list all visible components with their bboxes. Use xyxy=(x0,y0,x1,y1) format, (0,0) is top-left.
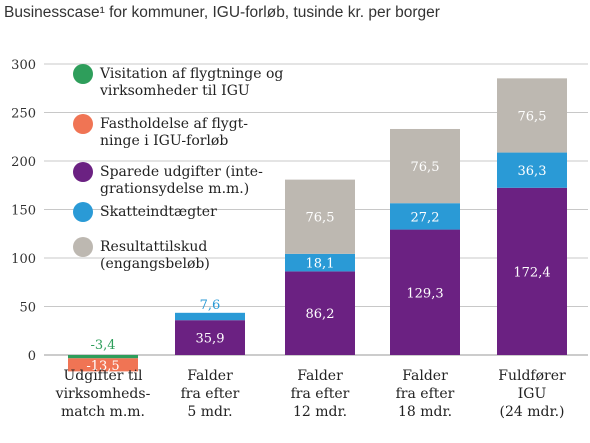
legend-entry: Skatteindtægter xyxy=(100,204,217,220)
data-label: 76,5 xyxy=(411,160,440,175)
data-label: 36,3 xyxy=(518,164,547,179)
bar-segment xyxy=(175,320,245,355)
data-label: 27,2 xyxy=(411,210,440,225)
x-tick-label: Falder fra efter 12 mdr. xyxy=(291,368,350,420)
legend-swatch xyxy=(73,114,93,134)
data-label: 172,4 xyxy=(513,265,550,280)
bar-segment xyxy=(175,312,245,321)
bar-segment xyxy=(497,187,567,355)
legend-entry: Sparede udgifter (inte-grationsydelse m.… xyxy=(100,164,263,197)
bar-segment xyxy=(68,355,138,359)
legend-entry-line: Sparede udgifter (inte- xyxy=(100,164,263,180)
legend-entry-line: grationsydelse m.m.) xyxy=(100,181,249,197)
bar-segment xyxy=(390,203,460,230)
legend-entry-line: ninge i IGU-forløb xyxy=(100,133,228,149)
x-tick-label-line: 12 mdr. xyxy=(293,404,347,420)
legend-entry: Visitation af flygtninge og virksomheder … xyxy=(99,66,283,99)
x-tick-label-line: Falder xyxy=(297,368,343,384)
legend-swatch xyxy=(73,202,93,222)
y-tick-label: 50 xyxy=(19,301,36,316)
bar-segment xyxy=(285,253,355,272)
bar-segment xyxy=(497,78,567,153)
legend-entry-line: Resultattilskud xyxy=(100,239,207,255)
legend-entry: Resultattilskud (engangsbeløb) xyxy=(100,239,210,272)
data-label: 35,9 xyxy=(196,332,225,347)
x-axis: Udgifter til virksomheds-match m.m. Falder… xyxy=(55,368,566,420)
x-tick-label-line: Falder xyxy=(187,368,233,384)
data-label: 7,6 xyxy=(200,298,221,313)
data-label: -13,5 xyxy=(86,359,119,374)
x-tick-label-line: (24 mdr.) xyxy=(499,404,564,420)
y-axis: 0 50 100 150 200 250 300 xyxy=(11,58,36,364)
x-tick-label: Falder fra efter 18 mdr. xyxy=(396,368,455,420)
data-label: 18,1 xyxy=(306,257,335,272)
y-tick-label: 250 xyxy=(11,107,36,122)
bar-segment xyxy=(285,271,355,355)
x-tick-label: Udgifter til virksomheds-match m.m. xyxy=(55,368,151,420)
data-label: 76,5 xyxy=(518,109,547,124)
y-tick-label: 200 xyxy=(11,155,36,170)
data-labels: -3,4 -13,5 35,9 7,6 86,2 18,1 76,5 129,3 27,2 76,… xyxy=(86,109,550,373)
legend-entry: Fastholdelse af flygt-ninge i IGU-forløb xyxy=(100,116,248,149)
data-label: 129,3 xyxy=(406,286,443,301)
bar-segment xyxy=(390,128,460,204)
legend-entry-line: Visitation af flygtninge og xyxy=(99,66,283,82)
chart-title: Businesscase¹ for kommuner, IGU-forløb, … xyxy=(4,4,440,21)
bars xyxy=(68,78,567,372)
x-tick-label-line: fra efter xyxy=(291,386,350,402)
x-tick-label-line: virksomheds- xyxy=(55,386,151,402)
y-tick-label: 150 xyxy=(11,204,36,219)
legend: Visitation af flygtninge og virksomheder … xyxy=(73,64,283,272)
x-tick-label-line: fra efter xyxy=(181,386,240,402)
x-tick-label: Falder fra efter 5 mdr. xyxy=(181,368,240,420)
data-label: 76,5 xyxy=(306,211,335,226)
x-tick-label-line: match m.m. xyxy=(61,404,145,420)
bar-segment xyxy=(285,179,355,254)
x-tick-label-line: IGU xyxy=(518,386,547,402)
x-tick-label-line: 18 mdr. xyxy=(398,404,452,420)
y-tick-label: 0 xyxy=(28,349,36,364)
legend-swatch xyxy=(73,237,93,257)
bar-segment xyxy=(390,229,460,355)
legend-entry-line: Skatteindtægter xyxy=(100,204,217,220)
x-tick-label-line: Fuldfører xyxy=(498,368,566,384)
x-tick-label-line: Udgifter til xyxy=(63,368,143,384)
legend-swatch xyxy=(73,64,93,84)
bar-segment xyxy=(497,152,567,188)
bar-segment xyxy=(68,358,138,372)
legend-entry-line: (engangsbeløb) xyxy=(100,256,210,272)
y-tick-label: 300 xyxy=(11,58,36,73)
x-tick-label-line: 5 mdr. xyxy=(187,404,232,420)
legend-entry-line: Fastholdelse af flygt- xyxy=(100,116,248,132)
x-tick-label: Fuldfører IGU (24 mdr.) xyxy=(498,368,566,420)
data-label: -3,4 xyxy=(90,338,115,353)
y-tick-label: 100 xyxy=(11,252,36,267)
legend-entry-line: virksomheder til IGU xyxy=(99,83,250,99)
data-label: 86,2 xyxy=(306,307,335,322)
legend-swatch xyxy=(73,162,93,182)
x-tick-label-line: fra efter xyxy=(396,386,455,402)
x-tick-label-line: Falder xyxy=(402,368,448,384)
